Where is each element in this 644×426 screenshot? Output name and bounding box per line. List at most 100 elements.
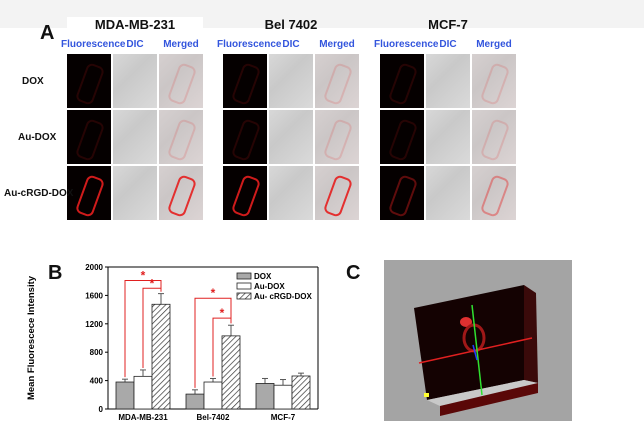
bar-dox — [115, 381, 135, 410]
column-header: DIC — [439, 39, 457, 50]
red-signal — [479, 174, 511, 218]
red-signal — [479, 62, 511, 106]
significance-star: * — [220, 306, 225, 320]
legend-label: Au-DOX — [254, 282, 285, 291]
significance-bracket — [142, 287, 162, 368]
group-title: Bel 7402 — [264, 17, 318, 32]
dic-image — [426, 110, 470, 164]
fluorescence-image — [380, 54, 424, 108]
row-label: Au-DOX — [18, 132, 57, 143]
red-signal — [166, 174, 198, 218]
x-tick-label: MCF-7 — [271, 413, 296, 422]
fluorescence-image — [380, 110, 424, 164]
column-header: DIC — [126, 39, 144, 50]
column-header: DIC — [282, 39, 300, 50]
merged-image — [315, 54, 359, 108]
column-header: Merged — [319, 39, 355, 50]
column-header: Fluorescence — [217, 39, 282, 50]
merged-image — [159, 54, 203, 108]
bar-au-crgd-dox — [291, 375, 311, 410]
dic-image — [426, 54, 470, 108]
bar-au-dox — [133, 375, 153, 410]
legend-swatch — [236, 272, 252, 280]
y-tick-label: 2000 — [85, 263, 103, 272]
legend-swatch — [236, 282, 252, 290]
bar-au-dox — [203, 381, 223, 410]
bar-au-crgd-dox — [151, 303, 171, 410]
y-tick-label: 1200 — [85, 320, 103, 329]
significance-bracket — [212, 317, 232, 377]
red-signal — [387, 118, 419, 162]
panel-c-3d-confocal-image — [384, 260, 572, 421]
significance-star: * — [141, 268, 146, 282]
panel-a-label: A — [40, 22, 55, 44]
y-axis-label: Mean Fluorescece Intensity — [26, 275, 37, 400]
y-tick-label: 800 — [90, 348, 104, 357]
red-signal — [230, 62, 262, 106]
column-header: Fluorescence — [374, 39, 439, 50]
fluorescence-spot — [460, 317, 472, 327]
merged-image — [315, 166, 359, 220]
fluorescence-image — [67, 166, 111, 220]
merged-image — [472, 166, 516, 220]
fluorescence-image — [380, 166, 424, 220]
red-axis-line — [418, 337, 533, 364]
dic-image — [269, 54, 313, 108]
red-signal — [479, 118, 511, 162]
significance-bracket — [124, 279, 162, 378]
y-tick-label: 400 — [90, 377, 104, 386]
blue-axis-line — [472, 344, 478, 361]
significance-star: * — [150, 276, 155, 290]
merged-image — [315, 110, 359, 164]
column-header: Merged — [476, 39, 512, 50]
bar-dox — [185, 393, 205, 410]
panel-c-label: C — [346, 262, 361, 284]
dic-image — [269, 110, 313, 164]
red-signal — [74, 118, 106, 162]
confocal-3d-rendering — [414, 285, 538, 416]
red-signal — [74, 174, 106, 218]
y-tick-label: 1600 — [85, 291, 103, 300]
dic-image — [269, 166, 313, 220]
column-header: Fluorescence — [61, 39, 126, 50]
red-signal — [387, 62, 419, 106]
legend-label: Au- cRGD-DOX — [254, 292, 312, 301]
bar-au-crgd-dox — [221, 335, 241, 410]
red-signal — [166, 62, 198, 106]
x-tick-label: Bel-7402 — [197, 413, 230, 422]
dic-image — [113, 166, 157, 220]
confocal-volume-front — [414, 285, 524, 400]
axis-origin-marker — [424, 393, 429, 397]
legend-label: DOX — [254, 272, 272, 281]
red-signal — [230, 118, 262, 162]
y-tick-label: 0 — [99, 405, 104, 414]
bar-dox — [255, 383, 275, 410]
dic-image — [113, 110, 157, 164]
significance-bracket — [194, 297, 232, 388]
bar-au-dox — [273, 384, 293, 410]
red-signal — [166, 118, 198, 162]
merged-image — [159, 166, 203, 220]
panel-b-label: B — [48, 262, 63, 284]
legend-swatch — [236, 292, 252, 300]
panel-b-bar-chart: 0 400 800 1200 1600 2000 Mean Fluorescece Inte… — [26, 263, 319, 422]
fluorescence-image — [67, 54, 111, 108]
merged-image — [159, 110, 203, 164]
fluorescence-image — [223, 166, 267, 220]
confocal-volume-side — [524, 285, 538, 383]
red-signal — [387, 174, 419, 218]
red-signal — [322, 118, 354, 162]
red-signal — [74, 62, 106, 106]
group-title: MDA-MB-231 — [67, 17, 203, 32]
red-signal — [322, 62, 354, 106]
red-signal — [230, 174, 262, 218]
green-axis-line — [471, 304, 483, 396]
dic-image — [113, 54, 157, 108]
x-tick-label: MDA-MB-231 — [118, 413, 168, 422]
group-title: MCF-7 — [428, 17, 468, 32]
column-header: Merged — [163, 39, 199, 50]
red-signal — [322, 174, 354, 218]
fluorescence-image — [223, 110, 267, 164]
merged-image — [472, 54, 516, 108]
confocal-volume-bottom — [440, 383, 538, 416]
